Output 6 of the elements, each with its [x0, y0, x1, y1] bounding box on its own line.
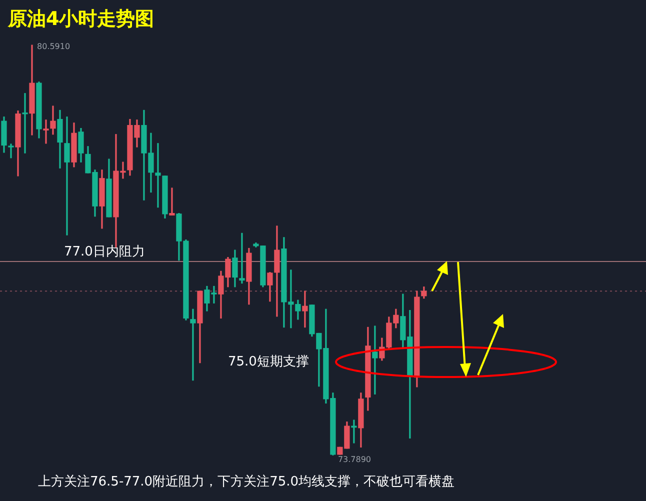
- chart-title: 原油4小时走势图: [7, 8, 154, 30]
- text: 上方关注76.5-77.0附近阻力，下方关注75.0均线支撑，不破也可看横盘: [38, 473, 455, 490]
- annotation: 80.5910: [36, 42, 70, 52]
- annotation: 73.7890: [338, 455, 372, 464]
- ref-line-label: 77.0日内阻力: [64, 244, 145, 260]
- annotation: 75.0短期支撑: [228, 354, 309, 370]
